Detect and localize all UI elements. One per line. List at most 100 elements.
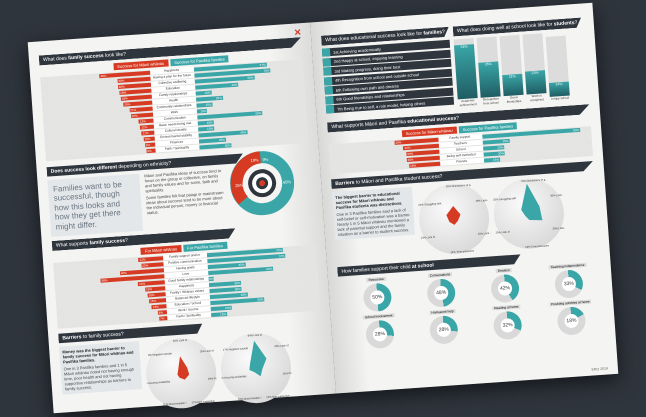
radar-axis-label: 30% Distractions (e.g. [446,182,472,188]
radar-axis-label: 17% Non supportive [191,398,215,404]
radar-axis-label: 30% Lack of [550,192,565,197]
target-label: 9% [262,156,269,161]
radar-axis-label: 15% Time pressures [525,243,550,249]
donut-ring: 48% [426,277,457,308]
bullseye-icon [259,179,266,186]
student-barriers-body: One in 3 Pasifika families said a lack o… [336,206,411,237]
bar-maori: 12% [140,124,154,130]
radar-svg: 64% Lack of 33% Lack of 15% Poor health 22%… [219,332,294,401]
column-bar: 14% [548,81,570,97]
radar-axis-label: 9% Housing availability [144,379,171,385]
column: 23% [522,33,547,95]
radar-axis-label: 13% Lack of [421,234,436,239]
radar-axis-label: 10% Lack of [478,230,492,235]
column-group: 23% Work is completed [522,33,547,102]
donut-label: School involvement [362,312,395,319]
legend-maori: For Māori whānau [140,244,182,255]
donut-item: Emotion 42% [476,266,534,304]
radar-axis-label: 33% Lack of [274,343,289,348]
donut-label: Emotion [495,267,512,273]
bar-pasifika: 5% [208,276,214,282]
radar-axis-label: 10% Discrimination / [238,395,262,401]
maori-family-barriers-radar: 40% Lack of 19% Lack of 19% Poor health 17%… [143,335,219,411]
radar-polygon [177,355,190,380]
radar-axis-label: 19% Lack of [199,348,214,353]
column: 35% [476,36,501,98]
donut-label: Resources [366,276,386,282]
bar-pasifika: 30% [198,142,232,150]
column-group: 54% Academic achievement [453,38,479,108]
right-page: What does educational success look like … [310,2,619,394]
radar-axis-label: 22% Non supportive [266,393,290,399]
donut-item: Reading at home 32% [478,303,536,341]
bar-maori: 28% [408,161,440,168]
radar-axis-label: 18% Lack of [475,197,490,202]
radar-axis-label: 14% Time pressures [450,248,475,254]
donut-value: 18% [563,312,579,328]
logo-icon: ✕ [293,27,302,38]
donut-label: Reading at home [492,303,521,310]
radar-axis-label: 16% Housing availability [219,374,248,380]
donut-item: Teaching independence 33% [540,262,598,300]
ethnicity-para-2: Some families felt that palagi or mainst… [145,189,224,215]
donut-label: Homework help [429,308,456,315]
bar-maori: 11% [141,130,154,136]
column-group: 21% Good friendships [499,34,524,104]
home-support-donuts: Resources 50% Conversations 48% Emotion 42% Te… [338,261,605,350]
donut-item: Providing activities at home 18% [542,298,600,337]
column: 54% [453,38,478,100]
radar-axis-label: 40% Lack of [173,337,188,342]
donut-value: 33% [561,276,577,292]
donut-value: 42% [497,280,513,296]
donut-ring: 18% [556,305,587,336]
donut-ring: 28% [428,314,459,345]
radar-axis-label: 10% Lack of [495,229,510,234]
radar-polygon [521,183,543,220]
donut-label: Conversations [427,271,453,278]
radar-svg: 40% Lack of 19% Lack of 19% Poor health 17%… [144,337,219,406]
maori-student-barriers-radar: 30% Distractions (e.g. 18% Lack of 10% Lac… [416,181,492,256]
donut-ring: 32% [492,309,523,340]
footer: ERO 2019 [591,366,609,372]
target-ring-maori [230,150,262,205]
column-bar: 54% [453,44,478,100]
column-group: 14% I enjoy school [545,35,570,101]
family-success-chart: 46% Happiness 67% 30% Having a plan for the … [40,59,309,161]
column-bar: 35% [478,61,501,98]
bar-pasifika: 15% [483,157,501,163]
radar-polygon [249,340,267,376]
column-bar: 23% [524,70,547,95]
bar-pasifika: 10% [196,108,208,114]
radar-axis-label: 70% Distractions (e.g. [520,177,546,183]
barriers-body: One in 3 Pasifika families and 1 in 5 Mā… [63,361,135,391]
donut-value: 28% [372,326,388,342]
column-label: Recognition from school [482,96,499,106]
radar-axis-label: 9% Negative outside [148,351,173,357]
radar-axis-label: 19% Poor health [208,375,219,380]
donut-value: 32% [500,317,516,333]
radar-axis-label: 17% Negative outside [223,345,249,351]
radar-axis-label: 11% Discrimination / [163,400,187,406]
donut-ring: 50% [362,281,393,312]
column-label: Work is completed [529,93,545,103]
donut-label: Teaching independence [548,262,587,269]
column-label: Academic achievement [459,98,477,108]
donut-value: 28% [436,321,452,337]
donut-ring: 33% [553,268,584,299]
donut-label: Providing activities at home [548,298,592,306]
ethnicity-para-1: Māori and Pasifika ideas of success tend… [144,167,222,193]
donut-value: 50% [369,289,385,305]
radar-svg: 30% Distractions (e.g. 18% Lack of 10% Lac… [418,182,492,254]
donut-item: Conversations 48% [412,271,470,309]
column-group: 35% Recognition from school [476,36,502,106]
target-label: 19% [250,157,259,163]
donut-item: Homework help 28% [414,307,472,345]
bar-pasifika: 15% [210,311,228,318]
doing-well-column-chart: 54% Academic achievement 35% Recognition fr… [453,31,587,108]
bar-maori: 10% [143,136,155,142]
target-label: 65% [283,179,292,185]
column-bar: 21% [502,73,524,97]
donut-item: School involvement 28% [351,312,409,350]
radar-axis-label: 20% Struggling with [418,201,442,207]
column: 21% [499,34,524,97]
